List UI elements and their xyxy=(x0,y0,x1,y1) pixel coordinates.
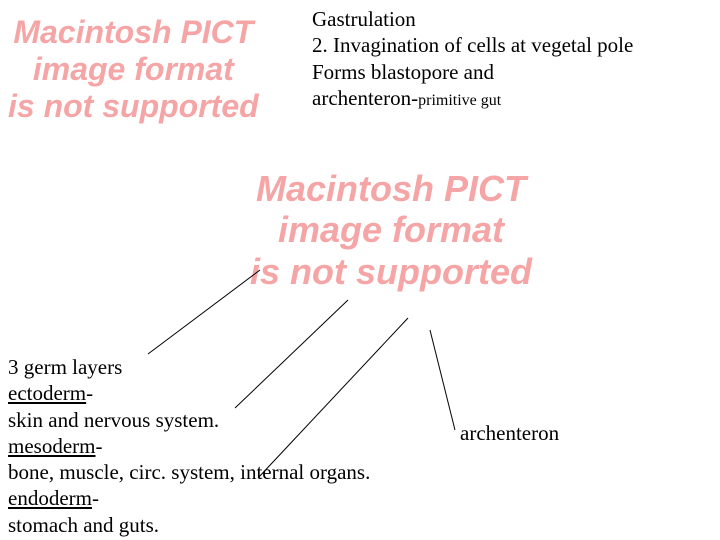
placeholder-line: image format xyxy=(250,209,532,250)
germ-layers-text: 3 germ layers ectoderm- skin and nervous… xyxy=(8,354,448,538)
ectoderm-label: ectoderm xyxy=(8,381,86,405)
germ-layers-heading: 3 germ layers xyxy=(8,354,448,380)
placeholder-line: is not supported xyxy=(250,251,532,292)
gastrulation-forms-1: Forms blastopore and xyxy=(312,59,708,85)
placeholder-line: is not supported xyxy=(8,88,259,125)
archenteron-label: archenteron xyxy=(460,420,559,446)
endoderm-line: endoderm- xyxy=(8,485,448,511)
pict-placeholder-large: Macintosh PICT image format is not suppo… xyxy=(250,168,532,292)
placeholder-line: Macintosh PICT xyxy=(250,168,532,209)
gastrulation-text: Gastrulation 2. Invagination of cells at… xyxy=(312,6,708,111)
primitive-gut-note: primitive gut xyxy=(418,92,501,109)
placeholder-line: Macintosh PICT xyxy=(8,14,259,51)
archenteron-word: archenteron- xyxy=(312,86,418,110)
mesoderm-line: mesoderm- xyxy=(8,433,448,459)
gastrulation-title: Gastrulation xyxy=(312,6,708,32)
ectoderm-dash: - xyxy=(86,381,93,405)
gastrulation-step: 2. Invagination of cells at vegetal pole xyxy=(312,32,708,58)
endoderm-desc: stomach and guts. xyxy=(8,512,448,538)
placeholder-line: image format xyxy=(8,51,259,88)
endoderm-dash: - xyxy=(92,486,99,510)
mesoderm-dash: - xyxy=(95,434,102,458)
ectoderm-desc: skin and nervous system. xyxy=(8,407,448,433)
endoderm-label: endoderm xyxy=(8,486,92,510)
pict-placeholder-small: Macintosh PICT image format is not suppo… xyxy=(8,14,259,124)
line-ectoderm xyxy=(148,270,260,354)
mesoderm-desc: bone, muscle, circ. system, internal org… xyxy=(8,459,448,485)
mesoderm-label: mesoderm xyxy=(8,434,95,458)
ectoderm-line: ectoderm- xyxy=(8,380,448,406)
gastrulation-forms-2: archenteron-primitive gut xyxy=(312,85,708,111)
